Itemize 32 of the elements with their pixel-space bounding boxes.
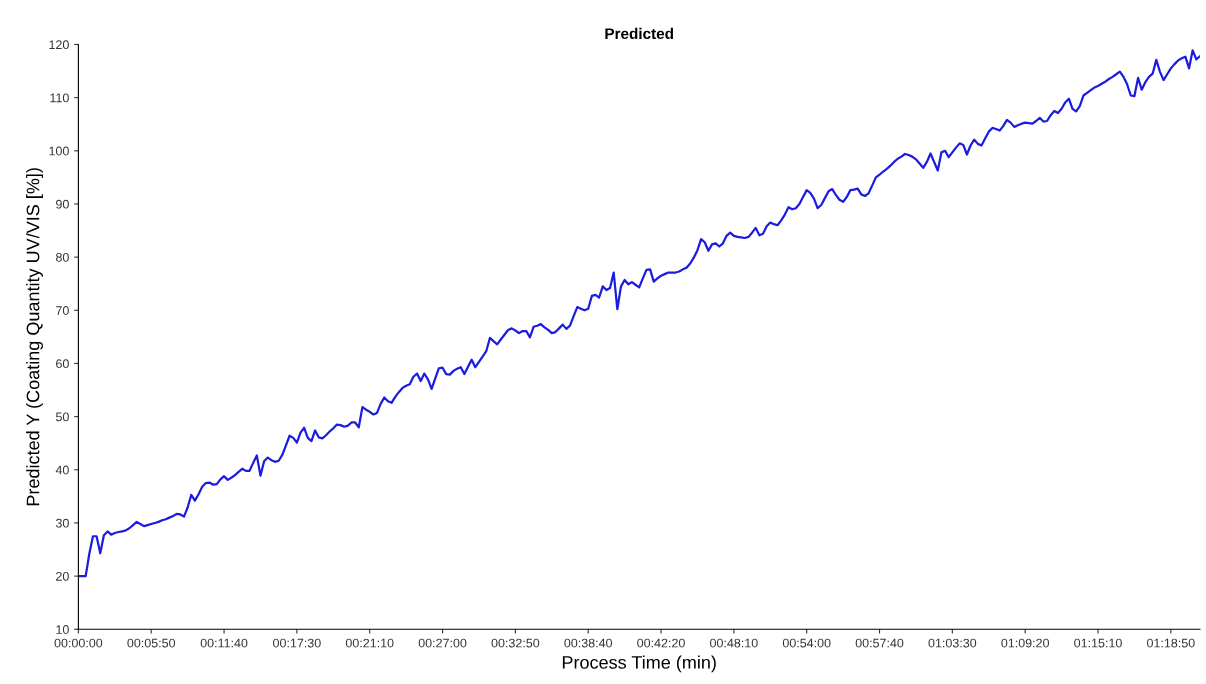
x-tick-label: 00:32:50 xyxy=(491,638,540,648)
x-tick-label: 00:00:00 xyxy=(54,638,103,648)
y-tick-label: 70 xyxy=(56,306,69,315)
x-tick-label: 00:48:10 xyxy=(710,638,758,648)
y-tick-label: 10 xyxy=(56,625,69,634)
y-tick-label: 120 xyxy=(49,40,69,50)
x-tick-label: 00:11:40 xyxy=(200,638,248,648)
x-tick-label: 01:15:10 xyxy=(1074,638,1122,648)
x-tick-label: 01:03:30 xyxy=(928,638,977,648)
x-tick-label: 00:05:50 xyxy=(127,638,176,648)
chart-title: Predicted xyxy=(605,27,673,40)
x-tick-label: 00:38:40 xyxy=(564,638,613,648)
y-tick-label: 20 xyxy=(56,571,69,581)
x-tick-label: 00:27:00 xyxy=(418,638,467,648)
x-axis-title: Process Time (min) xyxy=(562,655,716,673)
y-axis-title: Predicted Y (Coating Quantity UV/VIS [%]) xyxy=(26,168,43,506)
y-tick-label: 90 xyxy=(56,199,69,209)
line-series xyxy=(78,49,1200,578)
x-tick-label: 00:42:20 xyxy=(637,638,685,648)
y-tick-label: 50 xyxy=(55,412,69,422)
x-tick-label: 00:57:40 xyxy=(855,638,904,648)
x-tick-label: 00:21:10 xyxy=(345,638,394,648)
y-tick-label: 40 xyxy=(55,465,69,475)
y-tick-label: 60 xyxy=(56,359,69,369)
x-tick-label: 01:09:20 xyxy=(1001,638,1050,648)
x-tick-label: 01:18:50 xyxy=(1147,638,1195,648)
y-tick-label: 80 xyxy=(56,252,69,262)
y-tick-label: 30 xyxy=(55,518,69,528)
x-tick-label: 00:17:30 xyxy=(273,638,321,648)
x-tick-label: 00:54:00 xyxy=(782,638,831,648)
y-tick-label: 100 xyxy=(49,146,69,156)
y-tick-label: 110 xyxy=(50,93,69,103)
